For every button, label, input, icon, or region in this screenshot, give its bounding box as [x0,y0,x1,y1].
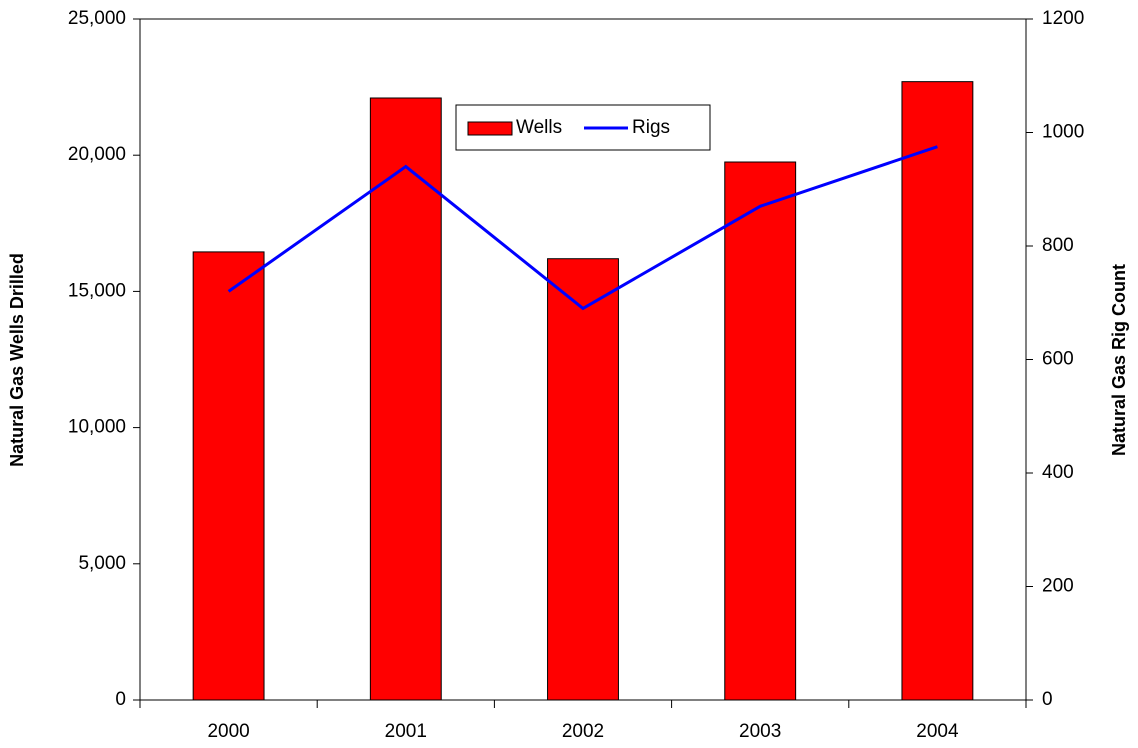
y2-tick-label: 600 [1042,349,1074,370]
legend-swatch [467,121,513,136]
y-tick-label: 5,000 [78,553,126,574]
line [227,145,938,311]
y-axis-title: Natural Gas Wells Drilled [7,253,27,467]
y-tick-label: 0 [115,689,126,710]
bar [192,251,265,701]
x-tick-label: 2000 [207,721,249,742]
x-tick-label: 2003 [739,721,781,742]
y-tick-label: 20,000 [68,144,126,165]
y2-tick-label: 200 [1042,576,1074,597]
y2-tick-label: 400 [1042,462,1074,483]
x-tick-label: 2001 [385,721,427,742]
y2-tick-label: 1000 [1042,122,1084,143]
x-tick-label: 2002 [562,721,604,742]
y2-tick-label: 800 [1042,235,1074,256]
y2-tick-label: 0 [1042,689,1053,710]
y-tick-label: 10,000 [68,417,126,438]
bar [724,161,797,701]
x-tick-label: 2004 [916,721,959,742]
y2-axis-title: Natural Gas Rig Count [1109,264,1129,456]
legend-label: Rigs [632,117,670,138]
bar [547,258,619,701]
bar [901,81,974,701]
legend-label: Wells [516,117,562,138]
y-tick-label: 15,000 [68,280,126,301]
y-tick-label: 25,000 [68,8,126,29]
y2-tick-label: 1200 [1042,8,1084,29]
bar [369,97,442,701]
plot-frame [139,18,1027,701]
